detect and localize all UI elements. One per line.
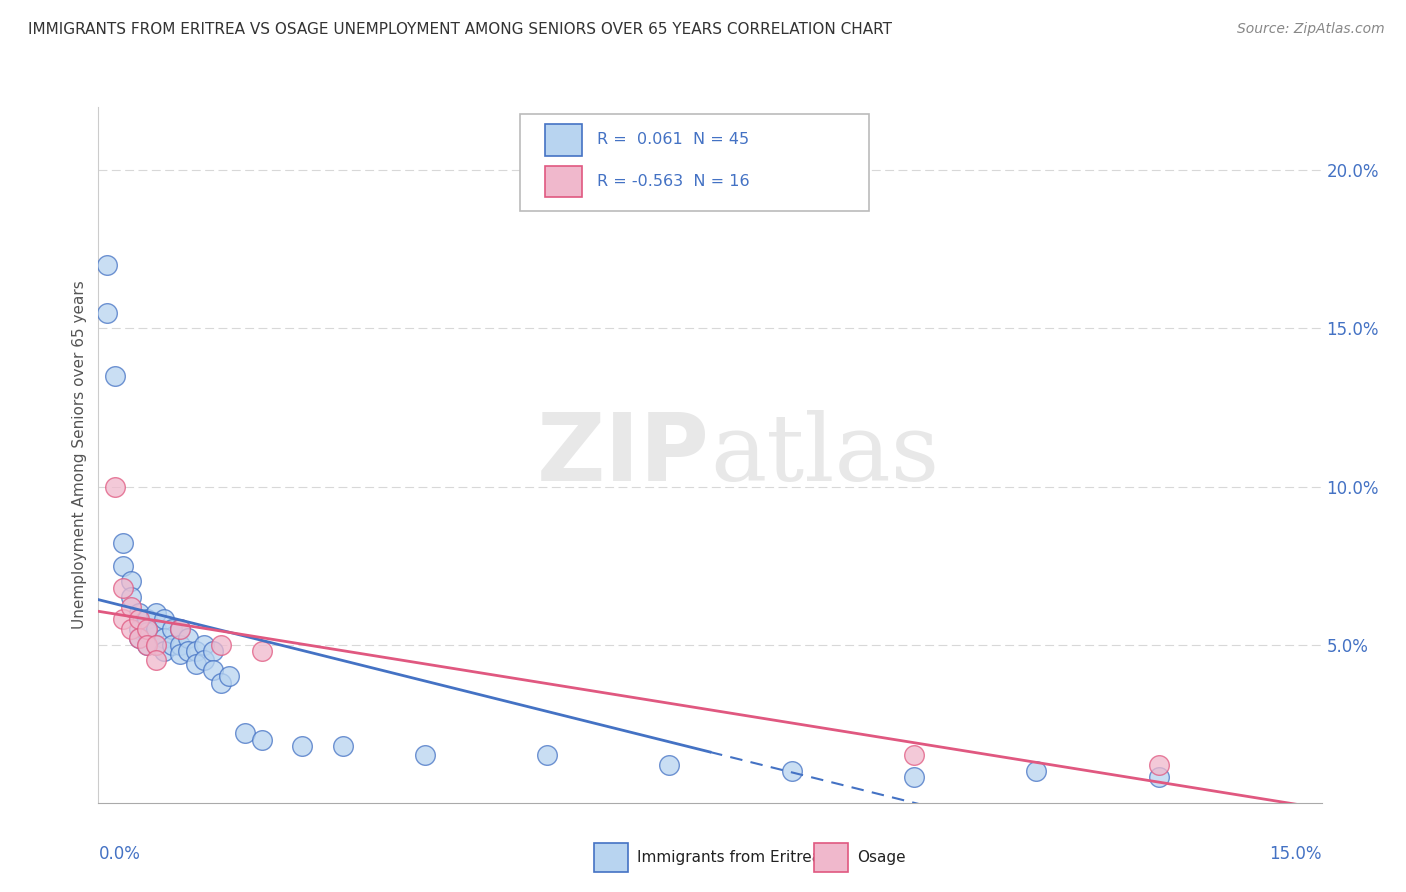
- Point: [658, 757, 681, 772]
- Point: [177, 632, 200, 646]
- Point: [160, 638, 183, 652]
- Point: [177, 644, 200, 658]
- Point: [128, 622, 150, 636]
- Point: [193, 653, 215, 667]
- Point: [136, 638, 159, 652]
- Point: [152, 632, 174, 646]
- Point: [128, 632, 150, 646]
- Point: [291, 739, 314, 753]
- Point: [1147, 771, 1170, 785]
- Point: [1147, 757, 1170, 772]
- Text: Source: ZipAtlas.com: Source: ZipAtlas.com: [1237, 22, 1385, 37]
- Point: [193, 638, 215, 652]
- Point: [128, 632, 150, 646]
- Point: [152, 644, 174, 658]
- Point: [120, 574, 142, 589]
- Point: [136, 622, 159, 636]
- Point: [201, 663, 224, 677]
- Point: [136, 625, 159, 640]
- Point: [780, 764, 803, 779]
- Text: R =  0.061  N = 45: R = 0.061 N = 45: [598, 132, 749, 147]
- Point: [218, 669, 240, 683]
- Point: [536, 748, 558, 763]
- Point: [1025, 764, 1047, 779]
- Point: [128, 612, 150, 626]
- Text: IMMIGRANTS FROM ERITREA VS OSAGE UNEMPLOYMENT AMONG SENIORS OVER 65 YEARS CORREL: IMMIGRANTS FROM ERITREA VS OSAGE UNEMPLO…: [28, 22, 893, 37]
- Point: [96, 258, 118, 272]
- FancyBboxPatch shape: [546, 166, 582, 197]
- Text: ZIP: ZIP: [537, 409, 710, 501]
- Point: [209, 638, 232, 652]
- Point: [903, 748, 925, 763]
- Text: Osage: Osage: [856, 850, 905, 865]
- Text: Immigrants from Eritrea: Immigrants from Eritrea: [637, 850, 821, 865]
- Point: [111, 612, 134, 626]
- Point: [145, 622, 167, 636]
- Point: [413, 748, 436, 763]
- Point: [152, 612, 174, 626]
- Point: [128, 606, 150, 620]
- Point: [250, 644, 273, 658]
- Point: [145, 606, 167, 620]
- Point: [233, 726, 256, 740]
- Point: [111, 558, 134, 573]
- Point: [120, 599, 142, 614]
- FancyBboxPatch shape: [546, 124, 582, 156]
- Point: [145, 653, 167, 667]
- Point: [169, 622, 191, 636]
- Point: [903, 771, 925, 785]
- Text: atlas: atlas: [710, 410, 939, 500]
- Point: [169, 647, 191, 661]
- Point: [111, 581, 134, 595]
- Y-axis label: Unemployment Among Seniors over 65 years: Unemployment Among Seniors over 65 years: [72, 281, 87, 629]
- Point: [120, 622, 142, 636]
- Point: [145, 638, 167, 652]
- FancyBboxPatch shape: [520, 114, 869, 211]
- FancyBboxPatch shape: [814, 843, 848, 872]
- Text: R = -0.563  N = 16: R = -0.563 N = 16: [598, 174, 751, 189]
- Point: [136, 612, 159, 626]
- Point: [96, 305, 118, 319]
- Point: [104, 368, 127, 383]
- Text: 15.0%: 15.0%: [1270, 845, 1322, 863]
- Point: [169, 622, 191, 636]
- Point: [250, 732, 273, 747]
- Point: [136, 638, 159, 652]
- Text: 0.0%: 0.0%: [98, 845, 141, 863]
- Point: [120, 591, 142, 605]
- Point: [169, 638, 191, 652]
- Point: [332, 739, 354, 753]
- Point: [186, 657, 208, 671]
- Point: [104, 479, 127, 493]
- Point: [111, 536, 134, 550]
- Point: [186, 644, 208, 658]
- Point: [201, 644, 224, 658]
- Point: [160, 622, 183, 636]
- Point: [145, 638, 167, 652]
- Point: [209, 675, 232, 690]
- FancyBboxPatch shape: [593, 843, 628, 872]
